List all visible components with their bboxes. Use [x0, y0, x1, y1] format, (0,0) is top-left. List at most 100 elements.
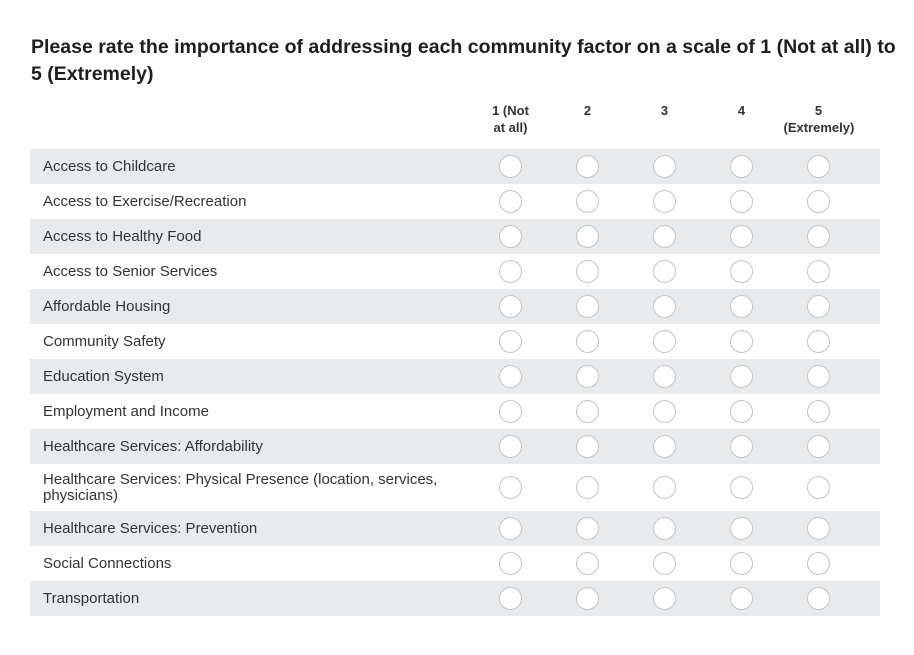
- rating-radio-3[interactable]: [653, 435, 676, 458]
- rating-cell-3: [626, 546, 703, 581]
- rating-radio-3[interactable]: [653, 517, 676, 540]
- rating-radio-5[interactable]: [807, 225, 830, 248]
- rating-cell-2: [549, 359, 626, 394]
- rating-cell-2: [549, 219, 626, 254]
- rating-cell-1: [472, 581, 549, 616]
- rating-radio-2[interactable]: [576, 295, 599, 318]
- rating-radio-1[interactable]: [499, 190, 522, 213]
- factor-row: Affordable Housing: [30, 289, 880, 324]
- rating-radio-1[interactable]: [499, 330, 522, 353]
- question-title: Please rate the importance of addressing…: [31, 36, 896, 85]
- rating-radio-5[interactable]: [807, 295, 830, 318]
- rating-cell-3: [626, 581, 703, 616]
- rating-cell-4: [703, 254, 780, 289]
- rating-radio-4[interactable]: [730, 190, 753, 213]
- rating-radio-1[interactable]: [499, 365, 522, 388]
- rating-radio-2[interactable]: [576, 587, 599, 610]
- rating-radio-5[interactable]: [807, 587, 830, 610]
- rating-radio-3[interactable]: [653, 552, 676, 575]
- rating-radio-4[interactable]: [730, 435, 753, 458]
- rating-radio-1[interactable]: [499, 435, 522, 458]
- rating-radio-3[interactable]: [653, 155, 676, 178]
- rating-radio-5[interactable]: [807, 517, 830, 540]
- rating-radio-1[interactable]: [499, 476, 522, 499]
- factor-row: Community Safety: [30, 324, 880, 359]
- rating-cell-3: [626, 219, 703, 254]
- rating-radio-2[interactable]: [576, 476, 599, 499]
- row-spacer: [857, 254, 880, 289]
- rating-radio-1[interactable]: [499, 225, 522, 248]
- rating-radio-4[interactable]: [730, 330, 753, 353]
- rating-radio-2[interactable]: [576, 330, 599, 353]
- rating-cell-1: [472, 184, 549, 219]
- rating-cell-3: [626, 324, 703, 359]
- rating-radio-4[interactable]: [730, 552, 753, 575]
- rating-radio-5[interactable]: [807, 365, 830, 388]
- factor-label: Transportation: [43, 589, 140, 607]
- rating-radio-3[interactable]: [653, 400, 676, 423]
- rating-radio-4[interactable]: [730, 295, 753, 318]
- rating-radio-2[interactable]: [576, 435, 599, 458]
- rating-radio-1[interactable]: [499, 517, 522, 540]
- rating-radio-5[interactable]: [807, 155, 830, 178]
- rating-radio-1[interactable]: [499, 295, 522, 318]
- rating-radio-5[interactable]: [807, 435, 830, 458]
- scale-header-row: 1 (Not at all) 2 3 4 5 (Extremely): [30, 100, 880, 149]
- rating-radio-4[interactable]: [730, 400, 753, 423]
- rating-radio-3[interactable]: [653, 190, 676, 213]
- row-spacer: [857, 324, 880, 359]
- rating-radio-5[interactable]: [807, 476, 830, 499]
- rating-cell-1: [472, 149, 549, 184]
- rating-cell-4: [703, 289, 780, 324]
- row-spacer: [857, 359, 880, 394]
- rating-radio-1[interactable]: [499, 552, 522, 575]
- rating-radio-3[interactable]: [653, 476, 676, 499]
- factor-label: Access to Senior Services: [43, 262, 218, 280]
- rating-radio-3[interactable]: [653, 260, 676, 283]
- rating-radio-2[interactable]: [576, 225, 599, 248]
- rating-cell-5: [780, 394, 857, 429]
- rating-radio-4[interactable]: [730, 155, 753, 178]
- rating-radio-2[interactable]: [576, 155, 599, 178]
- rating-cell-5: [780, 219, 857, 254]
- row-spacer: [857, 581, 880, 616]
- rating-cell-4: [703, 394, 780, 429]
- rating-radio-1[interactable]: [499, 155, 522, 178]
- rating-cell-1: [472, 511, 549, 546]
- rating-radio-3[interactable]: [653, 365, 676, 388]
- rating-cell-3: [626, 359, 703, 394]
- rating-radio-5[interactable]: [807, 260, 830, 283]
- rating-cell-1: [472, 464, 549, 511]
- rating-radio-5[interactable]: [807, 330, 830, 353]
- rating-radio-2[interactable]: [576, 400, 599, 423]
- factor-row: Access to Exercise/Recreation: [30, 184, 880, 219]
- rating-radio-1[interactable]: [499, 587, 522, 610]
- rating-radio-4[interactable]: [730, 260, 753, 283]
- rating-radio-4[interactable]: [730, 517, 753, 540]
- rating-radio-2[interactable]: [576, 552, 599, 575]
- rating-radio-2[interactable]: [576, 190, 599, 213]
- rating-radio-3[interactable]: [653, 225, 676, 248]
- rating-radio-4[interactable]: [730, 587, 753, 610]
- rating-radio-4[interactable]: [730, 365, 753, 388]
- rating-cell-1: [472, 219, 549, 254]
- rating-cell-4: [703, 546, 780, 581]
- rating-radio-4[interactable]: [730, 476, 753, 499]
- factor-row: Healthcare Services: Physical Presence (…: [30, 464, 880, 511]
- rating-radio-2[interactable]: [576, 365, 599, 388]
- rating-radio-3[interactable]: [653, 295, 676, 318]
- rating-radio-2[interactable]: [576, 517, 599, 540]
- rating-cell-4: [703, 359, 780, 394]
- rating-radio-4[interactable]: [730, 225, 753, 248]
- rating-radio-5[interactable]: [807, 552, 830, 575]
- rating-radio-2[interactable]: [576, 260, 599, 283]
- rating-radio-3[interactable]: [653, 330, 676, 353]
- rating-radio-1[interactable]: [499, 260, 522, 283]
- rating-radio-3[interactable]: [653, 587, 676, 610]
- rating-radio-5[interactable]: [807, 400, 830, 423]
- rating-radio-5[interactable]: [807, 190, 830, 213]
- factor-row: Access to Childcare: [30, 149, 880, 184]
- rating-cell-5: [780, 324, 857, 359]
- row-spacer: [857, 394, 880, 429]
- rating-radio-1[interactable]: [499, 400, 522, 423]
